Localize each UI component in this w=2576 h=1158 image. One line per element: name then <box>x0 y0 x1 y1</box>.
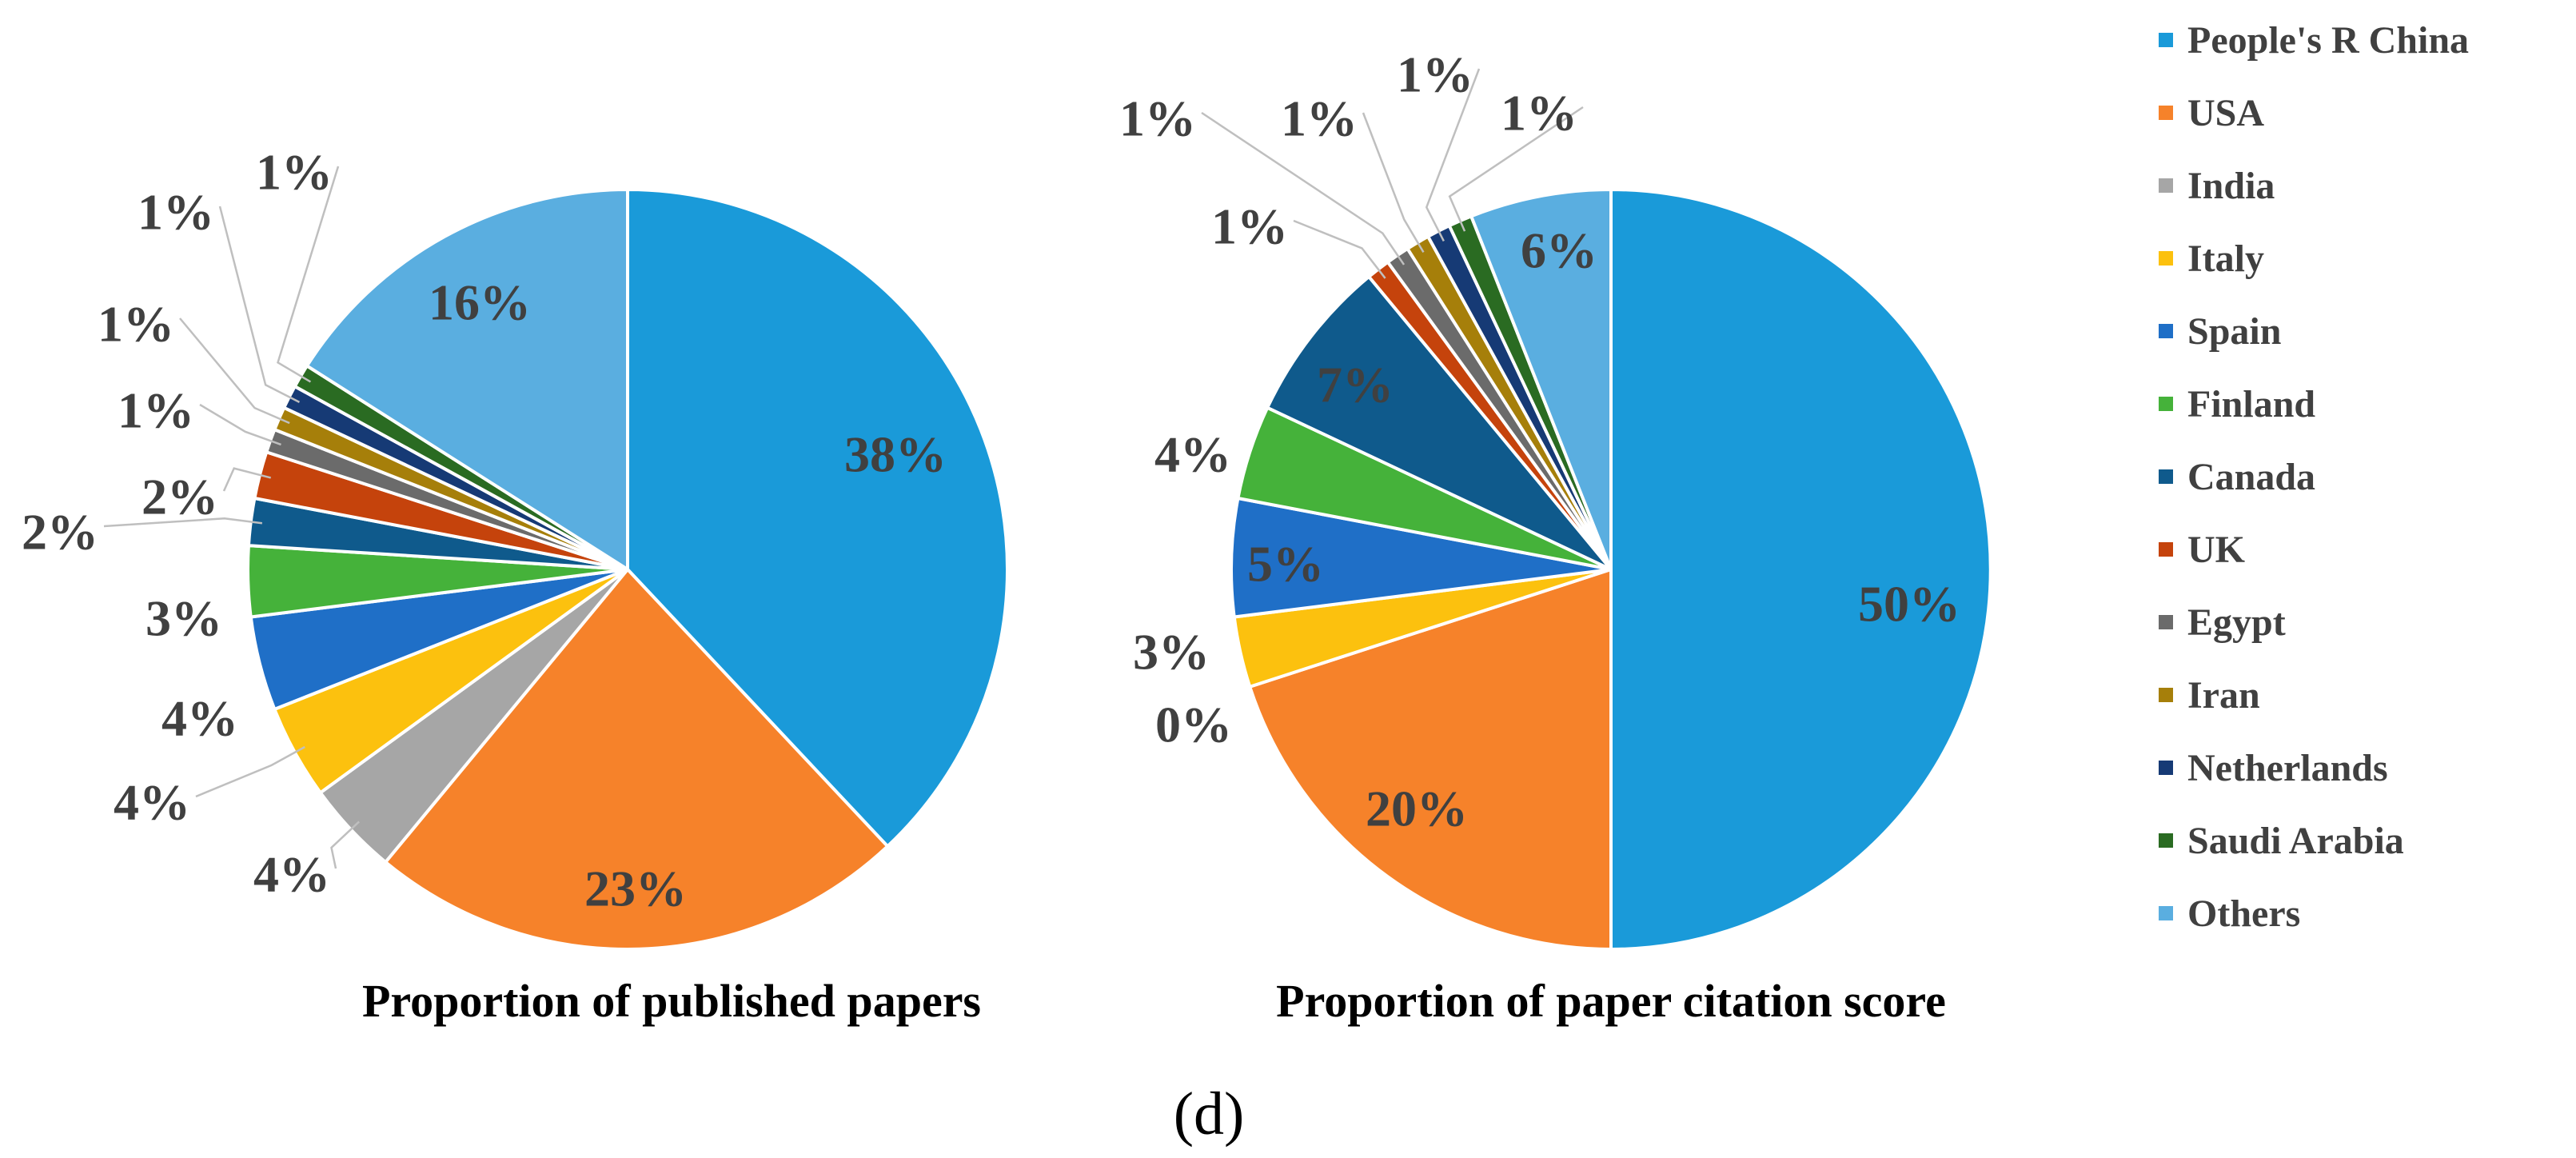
data-label-egypt: 1% <box>1119 90 1196 147</box>
legend-item-uk: UK <box>2159 525 2245 573</box>
leader-line-egypt <box>199 403 281 446</box>
legend-swatch <box>2159 33 2173 47</box>
legend-label: UK <box>2187 528 2245 571</box>
leader-line-netherlands <box>218 206 301 403</box>
data-label-finland: 3% <box>146 590 222 647</box>
data-label-netherlands: 1% <box>138 184 214 241</box>
legend-label: Others <box>2187 892 2301 935</box>
leader-line-iran <box>179 317 290 425</box>
data-label-uk: 1% <box>1211 198 1288 255</box>
legend-label: USA <box>2187 91 2265 134</box>
data-label-canada: 7% <box>1317 357 1394 413</box>
legend-item-iran: Iran <box>2159 671 2260 719</box>
legend-swatch <box>2159 688 2173 702</box>
pie-slice-others <box>305 187 629 573</box>
published-papers-title: Proportion of published papers <box>361 975 982 1027</box>
legend-item-canada: Canada <box>2159 453 2315 501</box>
citation-score-title: Proportion of paper citation score <box>1276 975 1946 1027</box>
legend-label: Egypt <box>2187 601 2286 644</box>
legend-swatch <box>2159 397 2173 411</box>
pie-slice-others <box>1469 187 1613 570</box>
legend-label: India <box>2187 164 2275 207</box>
data-label-netherlands: 1% <box>1397 46 1473 103</box>
data-label-people-s-r-china: 50% <box>1858 576 1960 633</box>
data-label-others: 6% <box>1521 222 1597 279</box>
data-label-canada: 2% <box>22 504 98 561</box>
data-label-spain: 4% <box>161 690 238 747</box>
legend-swatch <box>2159 761 2173 775</box>
pie-slice-canada <box>1265 274 1613 571</box>
pie-slice-people-s-r-china <box>626 187 1009 849</box>
leader-line-netherlands <box>1425 68 1481 242</box>
data-label-iran: 1% <box>1281 90 1358 147</box>
legend-swatch <box>2159 106 2173 120</box>
data-label-iran: 1% <box>98 296 174 353</box>
data-label-usa: 20% <box>1366 781 1468 837</box>
data-label-italy: 3% <box>1133 624 1210 681</box>
leader-line-saudi-arabia <box>277 166 340 383</box>
data-label-saudi-arabia: 1% <box>1501 85 1577 142</box>
data-label-india: 0% <box>1155 697 1232 753</box>
leader-line-egypt <box>1201 111 1406 266</box>
legend-swatch <box>2159 178 2173 193</box>
legend-item-spain: Spain <box>2159 307 2281 355</box>
data-label-people-s-r-china: 38% <box>844 426 947 483</box>
legend-label: Netherlands <box>2187 746 2388 789</box>
data-label-others: 16% <box>429 274 531 331</box>
legend-swatch <box>2159 906 2173 920</box>
data-label-spain: 5% <box>1247 536 1324 593</box>
legend-label: Finland <box>2187 382 2316 425</box>
legend-item-saudi-arabia: Saudi Arabia <box>2159 817 2404 865</box>
pie-slice-usa <box>1247 567 1613 952</box>
data-label-saudi-arabia: 1% <box>256 144 333 201</box>
panel-label: (d) <box>1173 1080 1245 1148</box>
citation-score-pie: 50% 20% 0% 3% 5% 4% 7% 1% 1% 1% 1% 1% 6% <box>1119 46 1992 952</box>
legend-label: Saudi Arabia <box>2187 819 2404 862</box>
legend-item-india: India <box>2159 162 2275 210</box>
leader-line-uk <box>222 467 272 492</box>
data-label-italy: 4% <box>114 774 190 831</box>
leader-line-italy <box>195 745 305 798</box>
legend-label: People's R China <box>2187 18 2470 62</box>
data-label-egypt: 1% <box>118 382 194 439</box>
pie-slice-spain <box>1230 496 1612 619</box>
data-label-finland: 4% <box>1154 426 1231 483</box>
legend-swatch <box>2159 324 2173 338</box>
legend-label: Italy <box>2187 237 2264 280</box>
legend-item-finland: Finland <box>2159 380 2315 428</box>
leader-line-iran <box>1362 112 1425 254</box>
legend-item-usa: USA <box>2159 89 2264 137</box>
legend-label: Spain <box>2187 309 2282 353</box>
published-papers-pie: 38% 23% 4% 4% 4% 3% 2% 2% 1% 1% 1% 1% 16% <box>22 144 1009 951</box>
leader-line-saudi-arabia <box>1448 106 1584 232</box>
data-label-uk: 2% <box>142 469 218 525</box>
data-label-usa: 23% <box>584 861 687 917</box>
legend-swatch <box>2159 542 2173 557</box>
leader-line-uk <box>1293 219 1386 279</box>
legend-item-egypt: Egypt <box>2159 598 2286 646</box>
legend-swatch <box>2159 615 2173 629</box>
legend-swatch <box>2159 251 2173 266</box>
leader-line-india <box>330 821 360 869</box>
legend-swatch <box>2159 469 2173 484</box>
pie-slice-usa <box>383 566 890 951</box>
legend-label: Canada <box>2187 455 2316 498</box>
legend-item-netherlands: Netherlands <box>2159 744 2388 792</box>
data-label-india: 4% <box>253 846 330 903</box>
legend-item-china: People's R China <box>2159 16 2469 64</box>
leader-line-canada <box>103 517 263 528</box>
legend-swatch <box>2159 833 2173 848</box>
legend-item-others: Others <box>2159 889 2300 937</box>
legend-item-italy: Italy <box>2159 234 2264 282</box>
legend-label: Iran <box>2187 673 2260 717</box>
pie-slice-people-s-r-china <box>1609 187 1992 952</box>
